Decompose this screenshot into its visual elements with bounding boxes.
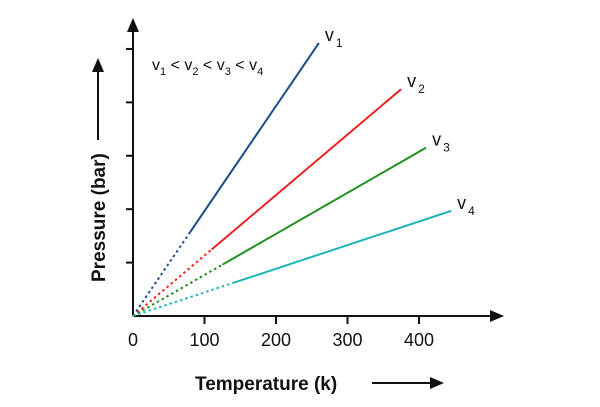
volume-relation-annotation: v1 < v2 < v3 < v4 — [152, 57, 263, 78]
series-v3-extrapolated — [132, 263, 223, 317]
series-labels: v 1 v 2 v 3 v 4 — [325, 25, 475, 218]
axes — [127, 18, 504, 322]
series-v2-line — [211, 88, 402, 251]
y-axis-ticks — [126, 47, 133, 264]
series-v4-extrapolated — [132, 281, 234, 317]
x-title-arrowhead — [430, 377, 444, 389]
x-tick-label: 400 — [404, 330, 434, 350]
x-axis-ticks: 0 100 200 300 400 — [128, 316, 434, 350]
y-axis-arrowhead — [127, 18, 139, 32]
series-v1-line — [189, 42, 320, 233]
x-axis-title: Temperature (k) — [195, 374, 337, 395]
x-tick-label: 100 — [189, 330, 219, 350]
x-tick-label: 200 — [261, 330, 291, 350]
y-axis-title: Pressure (bar) — [89, 153, 110, 282]
series-v3-line — [221, 146, 427, 266]
x-tick-label: 0 — [128, 330, 138, 350]
x-tick-label: 300 — [332, 330, 362, 350]
series-v2-extrapolated — [132, 248, 213, 317]
y-title-arrowhead — [92, 58, 104, 72]
series-v1-extrapolated — [132, 231, 192, 317]
x-axis-arrowhead — [490, 310, 504, 322]
series-lines — [132, 42, 452, 317]
series-v4-line — [232, 209, 452, 284]
